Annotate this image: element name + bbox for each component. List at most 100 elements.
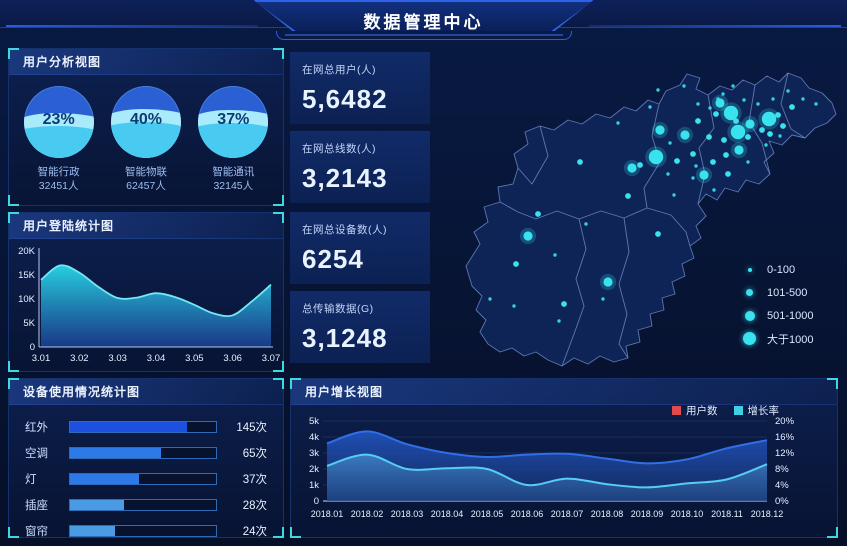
- map-size-legend: 0-100 101-500 501-1000 大于1000: [742, 258, 814, 350]
- legend-row: 101-500: [742, 281, 814, 304]
- gauge-iot: 40% 智能物联 62457人: [103, 86, 189, 193]
- liquid-gauge: 23%: [23, 86, 94, 158]
- device-bar-chart: 红外 145次 空调 65次 灯 37次 插座 28次 窗帘: [9, 405, 283, 538]
- legend-item-growth-rate[interactable]: 增长率: [733, 403, 780, 418]
- legend-label: 101-500: [767, 286, 808, 299]
- bar-fill: [70, 422, 187, 432]
- svg-text:2018.11: 2018.11: [711, 509, 743, 519]
- svg-text:3.04: 3.04: [147, 353, 166, 364]
- svg-text:5k: 5k: [309, 416, 319, 427]
- bar-label: 红外: [25, 422, 48, 434]
- kpi-label: 在网总用户(人): [302, 64, 376, 76]
- svg-text:2018.01: 2018.01: [311, 509, 344, 519]
- bubble-size-icon: [742, 289, 757, 296]
- header-accent-line-left: [6, 25, 258, 27]
- svg-text:2018.09: 2018.09: [631, 509, 664, 519]
- panel-title-user-growth: 用户增长视图: [291, 379, 837, 405]
- bubble-size-icon: [742, 310, 757, 321]
- svg-text:20%: 20%: [775, 416, 795, 427]
- legend-label: 501-1000: [767, 309, 814, 322]
- legend-item-users[interactable]: 用户数: [672, 403, 718, 418]
- kpi-card-total-lines: 在网总线数(人) 3,2143: [290, 131, 430, 203]
- panel-login-stats: 用户登陆统计图 0 5K 10K 15K 20K 3.01 3.02 3.03 3.04 3.05…: [8, 212, 284, 372]
- gauge-percent: 23%: [42, 111, 75, 128]
- liquid-gauge: 40%: [110, 86, 181, 158]
- panel-user-growth: 用户增长视图 用户数 增长率 0 1k 2k 3k 4: [290, 378, 838, 538]
- svg-text:2018.07: 2018.07: [551, 509, 584, 519]
- bar-fill: [70, 448, 161, 458]
- svg-text:15K: 15K: [18, 270, 36, 281]
- svg-text:3.02: 3.02: [70, 353, 89, 364]
- bar-row: 插座 28次: [25, 498, 267, 512]
- legend-label: 用户数: [686, 405, 718, 417]
- gauge-row: 23% 智能行政 32451人 40% 智能物联 62457人 37% 智能通讯: [9, 75, 283, 193]
- header-accent-line-right: [589, 25, 841, 27]
- svg-text:3.06: 3.06: [223, 353, 242, 364]
- growth-chart-legend: 用户数 增长率: [672, 403, 779, 418]
- page-title: 数据管理中心: [363, 13, 484, 32]
- panel-user-analysis: 用户分析视图 23% 智能行政 32451人 40% 智能物联 62457人: [8, 48, 284, 206]
- svg-text:3k: 3k: [309, 448, 319, 459]
- legend-swatch-red: [672, 406, 681, 415]
- bar-value: 65次: [242, 448, 267, 460]
- svg-text:5K: 5K: [23, 318, 35, 329]
- svg-text:0: 0: [314, 496, 319, 507]
- page-header: 数据管理中心: [0, 0, 847, 44]
- bar-track: [69, 499, 217, 511]
- svg-text:3.03: 3.03: [108, 353, 127, 364]
- svg-text:12%: 12%: [775, 448, 795, 459]
- bar-row: 窗帘 24次: [25, 524, 267, 538]
- bar-label: 灯: [25, 474, 37, 486]
- kpi-label: 总传输数据(G): [302, 303, 374, 315]
- legend-row: 501-1000: [742, 304, 814, 327]
- svg-text:20K: 20K: [18, 246, 36, 257]
- bar-track: [69, 447, 217, 459]
- bar-value: 28次: [242, 500, 267, 512]
- svg-text:4%: 4%: [775, 480, 789, 491]
- map-bubbles: [488, 84, 818, 323]
- kpi-card-total-users: 在网总用户(人) 5,6482: [290, 52, 430, 124]
- svg-text:2k: 2k: [309, 464, 319, 475]
- bar-label: 插座: [25, 500, 48, 512]
- bar-row: 红外 145次: [25, 420, 267, 434]
- bar-fill: [70, 526, 116, 536]
- svg-text:16%: 16%: [775, 432, 795, 443]
- gauge-label: 智能行政: [37, 166, 80, 178]
- svg-text:3.05: 3.05: [185, 353, 204, 364]
- kpi-card-total-devices: 在网总设备数(人) 6254: [290, 212, 430, 284]
- legend-label: 增长率: [747, 405, 780, 417]
- legend-label: 大于1000: [767, 333, 814, 346]
- kpi-label: 在网总设备数(人): [302, 224, 387, 236]
- svg-text:2018.02: 2018.02: [351, 509, 384, 519]
- gauge-percent: 40%: [129, 111, 162, 128]
- header-pedestal: [275, 31, 572, 40]
- legend-label: 0-100: [767, 263, 796, 276]
- svg-text:2018.08: 2018.08: [591, 509, 624, 519]
- header-title-banner-inner: [255, 2, 592, 36]
- gauge-count: 32145人: [213, 180, 254, 192]
- svg-text:2018.03: 2018.03: [391, 509, 424, 519]
- bubble-size-icon: [742, 332, 757, 345]
- svg-text:3.01: 3.01: [32, 353, 51, 364]
- bar-track: [69, 473, 217, 485]
- bar-value: 37次: [242, 474, 267, 486]
- growth-area-chart: 0 1k 2k 3k 4k 5k 0% 4% 8% 12% 16% 20% 2018.01 2018.02…: [309, 416, 795, 519]
- bar-track: [69, 525, 217, 537]
- svg-text:1k: 1k: [309, 480, 319, 491]
- gauge-count: 32451人: [38, 180, 79, 192]
- bar-value: 24次: [242, 526, 267, 538]
- panel-title-user-analysis: 用户分析视图: [9, 49, 283, 75]
- bar-label: 窗帘: [25, 526, 48, 538]
- svg-text:0: 0: [30, 342, 35, 353]
- bar-row: 空调 65次: [25, 446, 267, 460]
- panel-title-device-usage: 设备使用情况统计图: [9, 379, 283, 405]
- svg-text:8%: 8%: [775, 464, 789, 475]
- svg-text:4k: 4k: [309, 432, 319, 443]
- liquid-gauge: 37%: [198, 86, 269, 158]
- svg-text:2018.06: 2018.06: [511, 509, 544, 519]
- kpi-value: 6254: [302, 244, 364, 274]
- bubble-size-icon: [742, 267, 757, 272]
- bar-value: 145次: [236, 422, 267, 434]
- kpi-card-total-data: 总传输数据(G) 3,1248: [290, 291, 430, 363]
